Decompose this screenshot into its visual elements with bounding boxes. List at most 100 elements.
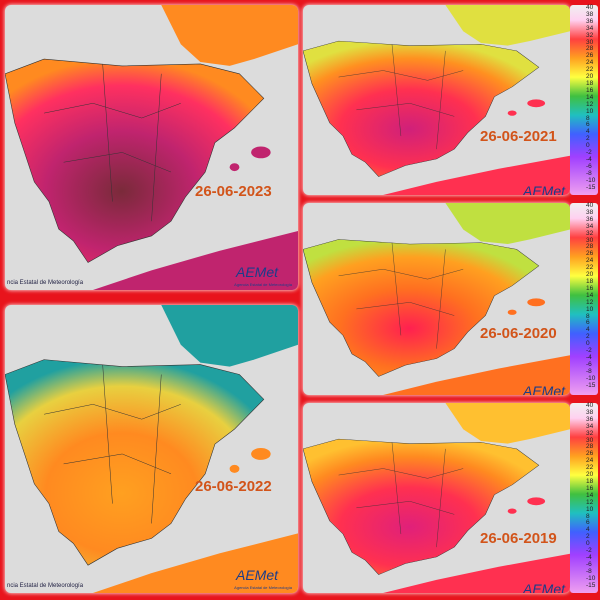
scale-label: -10 <box>586 176 596 184</box>
scale-label: 0 <box>586 142 590 150</box>
borders <box>338 44 464 150</box>
iberia <box>303 239 540 377</box>
scale-label: 26 <box>586 52 594 60</box>
island <box>527 99 546 108</box>
scale-label: -6 <box>586 162 592 170</box>
scale-label: 20 <box>586 73 594 81</box>
france <box>445 403 570 444</box>
scale-label: 34 <box>586 422 594 430</box>
temperature-map <box>303 403 570 593</box>
scale-label: 6 <box>586 319 590 327</box>
scale-label: 10 <box>586 505 594 513</box>
scale-label: 4 <box>586 526 590 534</box>
africa <box>383 155 570 195</box>
iberia <box>303 40 540 177</box>
scale-label: -15 <box>586 581 596 589</box>
scale-label: -4 <box>586 353 592 361</box>
date-label: 26-06-2019 <box>480 530 557 547</box>
island <box>251 448 271 460</box>
scale-label: -10 <box>586 374 596 382</box>
scale-label: 16 <box>586 86 594 94</box>
scale-label: -8 <box>586 367 592 375</box>
scale-label: 26 <box>586 450 594 458</box>
logo: AEMet <box>522 581 565 593</box>
scale-label: 16 <box>586 484 594 492</box>
logo: AEMet <box>235 567 278 583</box>
scale-label: 32 <box>586 429 594 437</box>
logo: AEMet <box>522 183 565 195</box>
scale-label: -15 <box>586 183 596 191</box>
scale-label: 40 <box>586 402 594 409</box>
scale-label: 8 <box>586 312 590 320</box>
scale-label: 4 <box>586 326 590 334</box>
date-label: 26-06-2023 <box>195 183 272 200</box>
map-panel: ncia Estatal de Meteorología AEMet Agencia… <box>5 5 298 290</box>
color-scale: 40 38 36 34 32 30 28 26 24 22 20 18 16 14 12 10 8 6 4 2 0 -2-… <box>570 4 598 195</box>
scale-label: -2 <box>586 547 592 555</box>
credit: ncia Estatal de Meteorología <box>7 583 84 589</box>
scale-label: 18 <box>586 477 594 485</box>
scale-label: 36 <box>586 415 594 423</box>
temperature-map <box>303 203 570 395</box>
date-label: 26-06-2021 <box>480 128 557 145</box>
scale-label: 40 <box>586 202 594 209</box>
scale-label: -2 <box>586 149 592 157</box>
scale-label: 22 <box>586 464 594 472</box>
scale-label: 2 <box>586 533 590 541</box>
scale-label: 20 <box>586 471 594 479</box>
scale-label: 34 <box>586 222 594 230</box>
island <box>527 497 546 506</box>
france <box>161 5 298 66</box>
scale-label: 0 <box>586 540 590 548</box>
scale-label: 38 <box>586 408 594 416</box>
scale-label: 28 <box>586 243 594 251</box>
scale-label: 12 <box>586 298 594 306</box>
borders <box>44 364 181 524</box>
map-panel: AEMet <box>303 203 570 395</box>
scale-label: -4 <box>586 155 592 163</box>
scale-label: 4 <box>586 128 590 136</box>
africa <box>383 355 570 395</box>
scale-label: 38 <box>586 208 594 216</box>
scale-label: 0 <box>586 340 590 348</box>
scale-label: -6 <box>586 560 592 568</box>
scale-label: -2 <box>586 347 592 355</box>
scale-label: 2 <box>586 333 590 341</box>
logo-caption: Agencia Estatal de Meteorología <box>234 282 292 287</box>
scale-label: 32 <box>586 229 594 237</box>
scale-label: 36 <box>586 17 594 25</box>
iberia <box>5 359 265 566</box>
scale-label: 18 <box>586 277 594 285</box>
scale-label: 6 <box>586 519 590 527</box>
scale-label: 24 <box>586 59 594 67</box>
scale-label: 28 <box>586 45 594 53</box>
scale-label: 34 <box>586 24 594 32</box>
island <box>229 163 240 172</box>
date-label: 26-06-2020 <box>480 325 557 342</box>
scale-label: 14 <box>586 491 594 499</box>
scale-label: 6 <box>586 121 590 129</box>
france <box>161 305 298 367</box>
africa <box>92 231 298 290</box>
scale-label: 12 <box>586 100 594 108</box>
island <box>507 508 517 514</box>
scale-label: -4 <box>586 553 592 561</box>
africa <box>383 553 570 593</box>
scale-label: 30 <box>586 436 594 444</box>
scale-label: 2 <box>586 135 590 143</box>
scale-label: 22 <box>586 264 594 272</box>
borders <box>44 63 181 222</box>
scale-label: 26 <box>586 250 594 258</box>
borders <box>338 242 464 349</box>
scale-label: 10 <box>586 305 594 313</box>
map-panel: AEMet <box>303 403 570 593</box>
temperature-map <box>5 5 298 290</box>
logo: AEMet <box>522 383 565 395</box>
iberia <box>303 438 540 575</box>
color-scale: 40 38 36 34 32 30 28 26 24 22 20 18 16 14 12 10 8 6 4 2 0 -2-… <box>570 202 598 395</box>
temperature-map <box>5 305 298 593</box>
date-label: 26-06-2022 <box>195 478 272 495</box>
logo: AEMet <box>235 264 278 280</box>
scale-label: 18 <box>586 79 594 87</box>
